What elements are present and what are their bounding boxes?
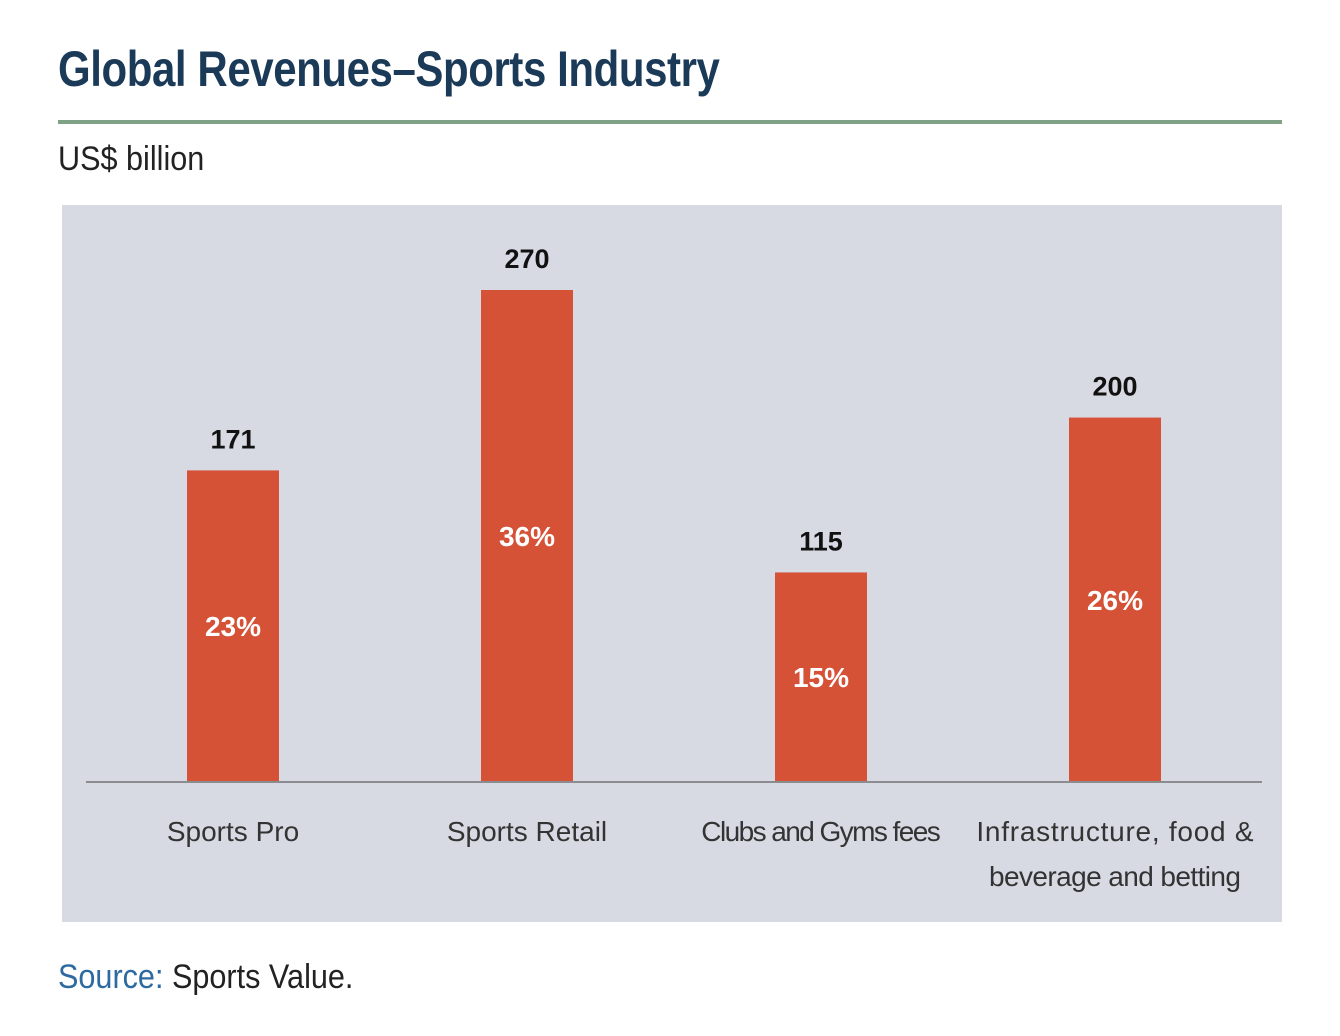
share-label-2: 15% <box>793 662 849 693</box>
bar-1 <box>481 290 573 782</box>
category-label-2: Clubs and Gyms fees <box>701 816 940 847</box>
value-label-3: 200 <box>1092 372 1137 402</box>
category-label-3: Infrastructure, food & <box>976 816 1254 847</box>
category-label-0: Sports Pro <box>167 816 299 847</box>
category-label-3-line2: beverage and betting <box>989 861 1241 892</box>
source-label: Source: <box>58 958 164 996</box>
category-label-1: Sports Retail <box>447 816 607 847</box>
bar-3 <box>1069 417 1161 782</box>
source-note: Source: Sports Value. <box>58 958 353 997</box>
value-label-1: 270 <box>504 244 549 274</box>
page-title: Global Revenues–Sports Industry <box>58 41 720 97</box>
chart-unit-label: US$ billion <box>58 140 205 178</box>
share-label-1: 36% <box>499 521 555 552</box>
title-divider <box>58 120 1282 124</box>
value-label-2: 115 <box>799 526 843 556</box>
bar-0 <box>187 470 279 782</box>
share-label-0: 23% <box>205 611 261 642</box>
value-label-0: 171 <box>210 424 255 454</box>
source-text: Sports Value. <box>163 958 354 996</box>
bar-2 <box>775 572 867 782</box>
share-label-3: 26% <box>1087 585 1143 616</box>
